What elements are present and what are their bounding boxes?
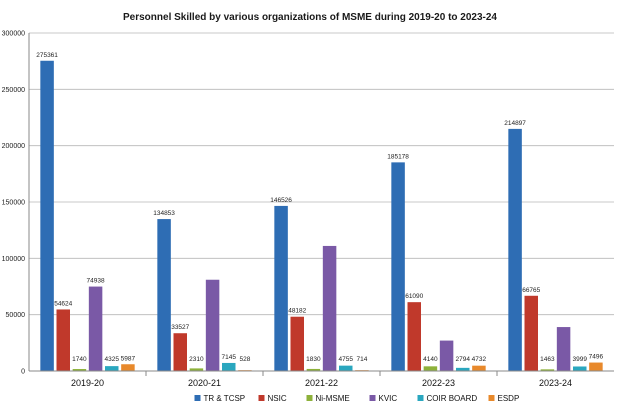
bar xyxy=(72,369,87,371)
legend-label: TR & TCSP xyxy=(204,394,246,403)
bar xyxy=(274,205,288,371)
legend-swatch xyxy=(306,395,313,401)
bars xyxy=(40,60,603,371)
bar xyxy=(456,367,470,371)
bar xyxy=(290,316,304,371)
x-category-label: 2021-22 xyxy=(305,378,338,388)
bar xyxy=(322,245,337,371)
y-tick-label: 250000 xyxy=(2,87,25,94)
legend-swatch xyxy=(369,395,376,401)
bar xyxy=(306,368,321,371)
data-label: 714 xyxy=(356,356,367,363)
data-label: 2310 xyxy=(189,356,204,363)
y-tick-label: 0 xyxy=(21,369,25,376)
data-label: 185178 xyxy=(387,153,409,160)
bar xyxy=(157,219,171,371)
legend-swatch xyxy=(488,395,495,401)
x-category-label: 2020-21 xyxy=(188,378,221,388)
bar xyxy=(540,369,555,371)
data-label: 7145 xyxy=(222,354,237,361)
legend-label: COIR BOARD xyxy=(427,394,478,403)
y-tick-label: 300000 xyxy=(2,31,25,38)
y-tick-label: 200000 xyxy=(2,143,25,150)
chart-title: Personnel Skilled by various organizatio… xyxy=(123,12,497,23)
bar xyxy=(222,362,236,371)
data-label: 1740 xyxy=(72,356,87,363)
legend-label: NSIC xyxy=(268,394,287,403)
data-label: 61090 xyxy=(405,293,423,300)
bar xyxy=(556,327,571,371)
bar xyxy=(173,333,187,371)
legend-swatch xyxy=(194,395,201,401)
data-label: 33527 xyxy=(171,324,189,331)
y-tick-label: 50000 xyxy=(6,312,26,319)
x-axis-categories: 2019-20 2020-21 2021-22 2022-23 2023-24 xyxy=(71,378,572,388)
data-label: 134853 xyxy=(153,210,175,217)
bar xyxy=(573,366,587,371)
data-label: 4325 xyxy=(105,356,120,363)
legend: TR & TCSP NSIC Ni-MSME KVIC COIR BOARD ESDP xyxy=(194,394,520,403)
bar xyxy=(40,60,54,371)
bar xyxy=(589,362,603,371)
data-label: 214897 xyxy=(504,120,526,127)
x-category-label: 2022-23 xyxy=(422,378,455,388)
data-label: 4732 xyxy=(472,356,487,363)
data-label: 1463 xyxy=(540,356,555,363)
data-label: 4140 xyxy=(423,356,438,363)
legend-swatch xyxy=(258,395,265,401)
legend-swatch xyxy=(417,395,424,401)
data-label: 2794 xyxy=(456,356,471,363)
bar xyxy=(189,368,204,371)
bar xyxy=(391,162,405,371)
x-category-label: 2019-20 xyxy=(71,378,104,388)
legend-label: ESDP xyxy=(498,394,520,403)
x-category-label: 2023-24 xyxy=(539,378,572,388)
legend-label: Ni-MSME xyxy=(316,394,350,403)
bar xyxy=(439,340,454,371)
data-label: 275361 xyxy=(36,52,58,59)
data-label: 48182 xyxy=(288,308,306,315)
data-labels: 275361 54624 1740 74938 4325 5987 134853 33527 2… xyxy=(36,52,603,363)
axes xyxy=(28,33,614,376)
bar xyxy=(524,295,538,371)
bar xyxy=(508,128,522,371)
bar xyxy=(88,286,103,371)
data-label: 54624 xyxy=(54,300,72,307)
legend-label: KVIC xyxy=(379,394,398,403)
data-label: 7496 xyxy=(589,354,604,361)
data-label: 3999 xyxy=(573,356,588,363)
data-label: 5987 xyxy=(121,355,136,362)
y-tick-label: 100000 xyxy=(2,256,25,263)
bar xyxy=(205,279,220,371)
data-label: 4755 xyxy=(339,356,354,363)
y-axis-ticks: 0 50000 100000 150000 200000 250000 300000 xyxy=(2,31,25,376)
y-tick-label: 150000 xyxy=(2,200,25,207)
bar xyxy=(407,302,421,371)
bar xyxy=(423,366,438,371)
data-label: 66765 xyxy=(522,287,540,294)
data-label: 74938 xyxy=(87,278,105,285)
gridlines xyxy=(29,32,614,372)
bar xyxy=(121,364,135,371)
bar xyxy=(339,365,353,371)
bar xyxy=(105,366,119,371)
bar xyxy=(472,365,486,371)
bar xyxy=(56,309,70,371)
data-label: 528 xyxy=(239,356,250,363)
data-label: 146526 xyxy=(270,197,292,204)
data-label: 1830 xyxy=(306,356,321,363)
